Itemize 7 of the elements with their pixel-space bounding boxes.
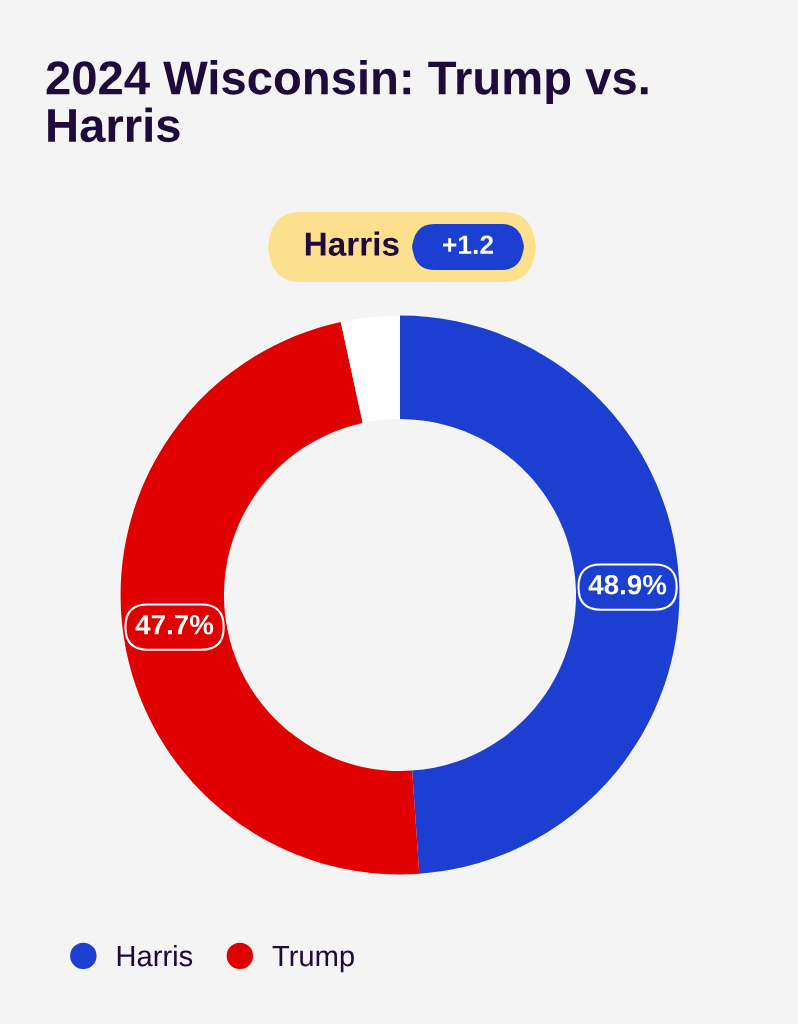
legend-label: Harris bbox=[117, 944, 193, 967]
chart-title: 2024 Wisconsin: Trump vs. Harris bbox=[46, 60, 648, 143]
data-label: 47.7% bbox=[135, 614, 214, 635]
data-label: 48.9% bbox=[588, 574, 667, 595]
text: +1.2 bbox=[443, 235, 493, 254]
legend-label: Trump bbox=[272, 946, 354, 973]
text: Harris bbox=[305, 231, 399, 256]
